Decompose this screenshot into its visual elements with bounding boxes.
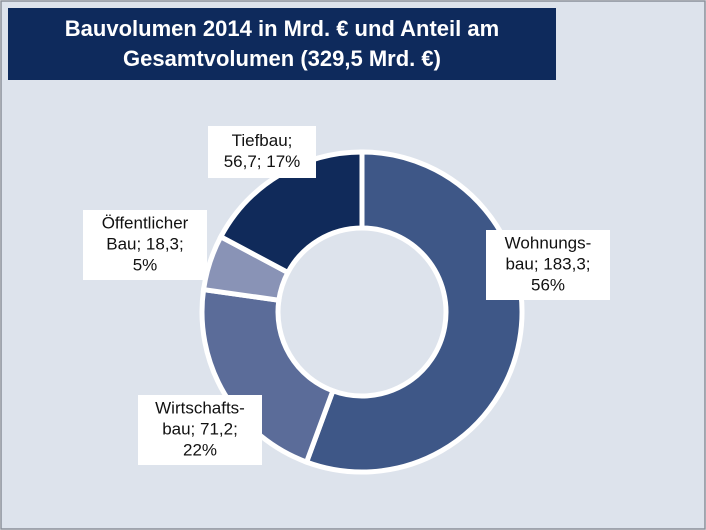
donut-segment	[217, 149, 365, 276]
data-label: bau; 71,2;	[162, 419, 238, 438]
donut-segment	[303, 149, 525, 475]
data-label-box	[486, 230, 610, 300]
data-label: Wirtschafts-	[155, 398, 245, 417]
data-label: 5%	[133, 255, 158, 274]
data-label: 56,7; 17%	[224, 152, 301, 171]
data-label: bau; 183,3;	[505, 254, 590, 273]
data-label: 22%	[183, 440, 217, 459]
chart-title: Bauvolumen 2014 in Mrd. € und Anteil am	[65, 16, 499, 41]
title-bar	[8, 8, 556, 80]
data-label: Tiefbau;	[232, 131, 293, 150]
data-label-box	[138, 395, 262, 465]
data-label: Bau; 18,3;	[106, 234, 184, 253]
data-label-box	[208, 126, 316, 178]
data-label: Wohnungs-	[505, 233, 592, 252]
chart-title: Gesamtvolumen (329,5 Mrd. €)	[123, 46, 441, 71]
data-label: 56%	[531, 275, 565, 294]
data-label: Öffentlicher	[102, 213, 189, 232]
data-label-box	[83, 210, 207, 280]
